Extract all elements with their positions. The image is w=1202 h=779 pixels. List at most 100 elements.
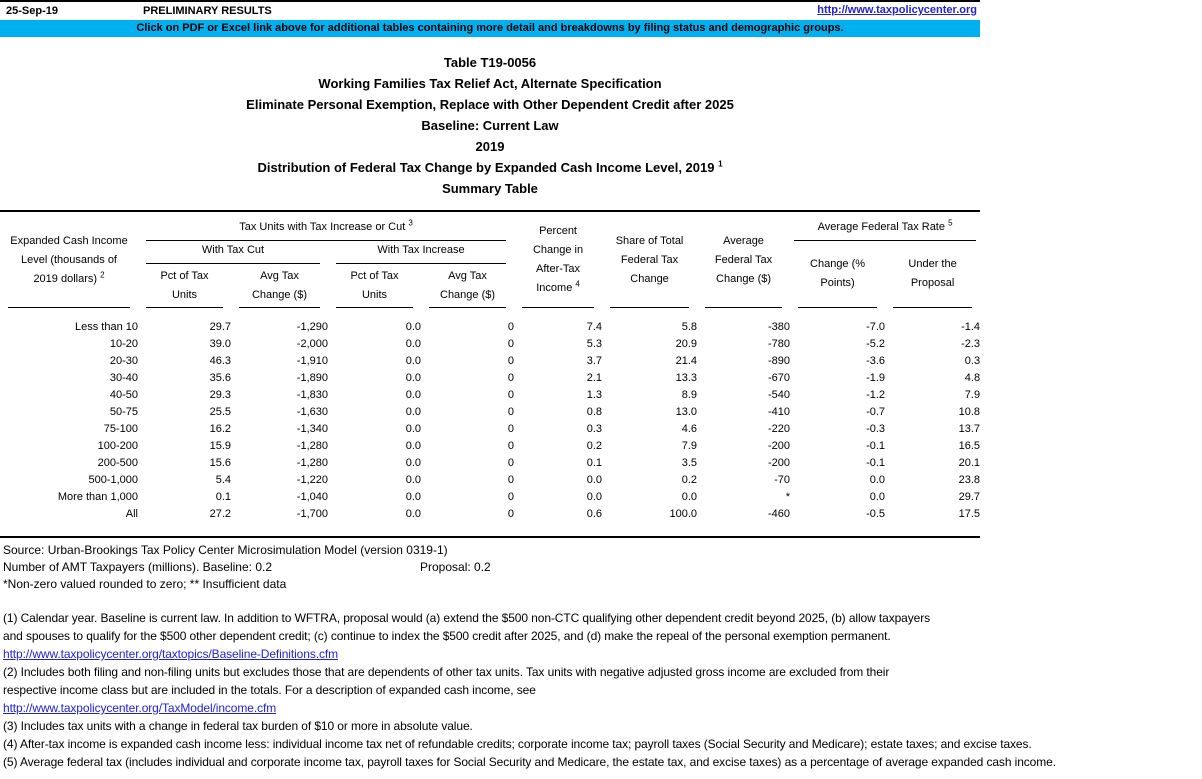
col-header-avg-fed-change: Average Federal Tax Change ($): [714, 234, 773, 285]
cell-value: -0.3: [866, 423, 886, 435]
cell-value: -1,280: [296, 440, 328, 452]
info-banner: Click on PDF or Excel link above for add…: [0, 20, 980, 37]
cell-value: 46.3: [209, 355, 231, 367]
title-baseline: Baseline: Current Law: [421, 118, 559, 133]
cell-value: 0: [507, 338, 515, 350]
cell-value: 0.0: [405, 491, 421, 503]
cell-value: 15.6: [209, 457, 231, 469]
col-group-with-tax-cut: With Tax Cut: [138, 241, 328, 265]
footnote-ref-1: 1: [718, 159, 723, 169]
cell-value: -1,040: [296, 491, 328, 503]
source-line: Source: Urban-Brookings Tax Policy Cente…: [3, 543, 448, 557]
table-row: 10-20 39.0 -2,000 0.0 0 5.3 20.9 -780 -5.2 -2.3: [0, 336, 980, 353]
cell-value: 0.0: [681, 491, 698, 503]
cell-value: 0.0: [405, 321, 421, 333]
cell-value: -410: [768, 406, 791, 418]
cell-value: 0.1: [586, 457, 603, 469]
row-label: 500-1,000: [88, 474, 138, 486]
cell-value: 23.8: [958, 474, 981, 486]
cell-value: -380: [768, 321, 791, 333]
note-line: (3) Includes tax units with a change in …: [3, 719, 473, 733]
cell-value: 0: [507, 474, 515, 486]
cell-value: 0.0: [586, 491, 603, 503]
row-label: 50-75: [109, 406, 138, 418]
table-row: More than 1,000 0.1 -1,040 0.0 0 0.0 0.0 * 0.0 29…: [0, 489, 980, 506]
cell-value: -1.2: [866, 389, 886, 401]
cell-value: -0.5: [866, 508, 886, 520]
cell-value: 20.1: [958, 457, 981, 469]
amt-baseline: Number of AMT Taxpayers (millions). Base…: [3, 560, 272, 574]
report-date: 25-Sep-19: [6, 5, 58, 17]
cell-value: 0: [507, 389, 515, 401]
cell-value: -1,280: [296, 457, 328, 469]
title-distribution: Distribution of Federal Tax Change by Ex…: [257, 159, 723, 175]
cell-value: -1,910: [296, 355, 328, 367]
cell-value: 5.3: [586, 338, 603, 350]
cell-value: -2.3: [961, 338, 981, 350]
cell-value: 0: [507, 372, 515, 384]
cell-value: 21.4: [675, 355, 698, 367]
table-row: 40-50 29.3 -1,830 0.0 0 1.3 8.9 -540 -1.2 7.9: [0, 387, 980, 404]
masthead: 25-Sep-19 PRELIMINARY RESULTS http://www…: [0, 2, 980, 20]
cell-value: 5.4: [215, 474, 231, 486]
table-row: All 27.2 -1,700 0.0 0 0.6 100.0 -460 -0.5 17.5: [0, 506, 980, 523]
cell-value: 0.2: [586, 440, 603, 452]
cell-value: 0: [507, 355, 515, 367]
col-header-pct-change-ati: Percent Change in After-Tax Income 4: [532, 225, 584, 294]
cell-value: -460: [768, 508, 791, 520]
cell-value: 0.6: [586, 508, 603, 520]
row-label: 75-100: [103, 423, 138, 435]
cell-value: 0.0: [405, 355, 421, 367]
note-link-line: http://www.taxpolicycenter.org/taxtopics…: [3, 645, 1199, 663]
cell-value: 0.0: [405, 474, 421, 486]
title-summary: Summary Table: [442, 181, 538, 196]
cell-value: -1,340: [296, 423, 328, 435]
cell-value: *: [785, 491, 791, 503]
row-label: 30-40: [109, 372, 138, 384]
cell-value: 0.0: [586, 474, 603, 486]
cell-value: 5.8: [681, 321, 698, 333]
site-url-link[interactable]: http://www.taxpolicycenter.org: [817, 4, 977, 16]
cell-value: -1.4: [961, 321, 981, 333]
cell-value: 25.5: [209, 406, 231, 418]
note-line: (5) Average federal tax (includes indivi…: [3, 755, 1056, 769]
table-bottom-rule: [0, 536, 980, 538]
row-label: All: [125, 508, 138, 520]
cell-value: 0.0: [869, 474, 886, 486]
col-group-with-tax-increase: With Tax Increase: [328, 241, 514, 265]
title-act: Working Families Tax Relief Act, Alterna…: [318, 76, 662, 91]
document: 25-Sep-19 PRELIMINARY RESULTS http://www…: [0, 0, 981, 591]
cell-value: -1,290: [296, 321, 328, 333]
preliminary-label: PRELIMINARY RESULTS: [143, 5, 272, 17]
cell-value: 17.5: [958, 508, 981, 520]
col-header-avg-change-cut: Avg Tax Change ($): [251, 270, 308, 301]
cell-value: -0.1: [866, 440, 886, 452]
cell-value: 0.1: [215, 491, 231, 503]
note-line: (1) Calendar year. Baseline is current l…: [3, 611, 931, 625]
cell-value: 7.9: [964, 389, 981, 401]
cell-value: 0.0: [405, 440, 421, 452]
row-label: 40-50: [109, 389, 138, 401]
cell-value: -200: [768, 440, 791, 452]
cell-value: 0: [507, 440, 515, 452]
cell-value: 15.9: [209, 440, 231, 452]
cell-value: 29.3: [209, 389, 231, 401]
note-url-link[interactable]: http://www.taxpolicycenter.org/TaxModel/…: [3, 701, 277, 715]
cell-value: -70: [774, 474, 791, 486]
cell-value: -1,630: [296, 406, 328, 418]
row-label: 100-200: [97, 440, 138, 452]
title-spec: Eliminate Personal Exemption, Replace wi…: [246, 97, 734, 112]
table-row: Less than 10 29.7 -1,290 0.0 0 7.4 5.8 -380 -7.0…: [0, 312, 980, 336]
note-url-link[interactable]: http://www.taxpolicycenter.org/taxtopics…: [3, 647, 338, 661]
cell-value: 0.0: [869, 491, 886, 503]
cell-value: 100.0: [669, 508, 698, 520]
cell-value: -1,830: [296, 389, 328, 401]
row-label: 20-30: [109, 355, 138, 367]
cell-value: 0.8: [586, 406, 603, 418]
cell-value: -2,000: [296, 338, 328, 350]
cell-value: -540: [768, 389, 791, 401]
cell-value: 13.0: [675, 406, 698, 418]
title-block: Table T19-0056 Working Families Tax Reli…: [0, 52, 980, 199]
note-line: respective income class but are included…: [3, 683, 536, 697]
note-line: and spouses to qualify for the $500 othe…: [3, 629, 891, 643]
